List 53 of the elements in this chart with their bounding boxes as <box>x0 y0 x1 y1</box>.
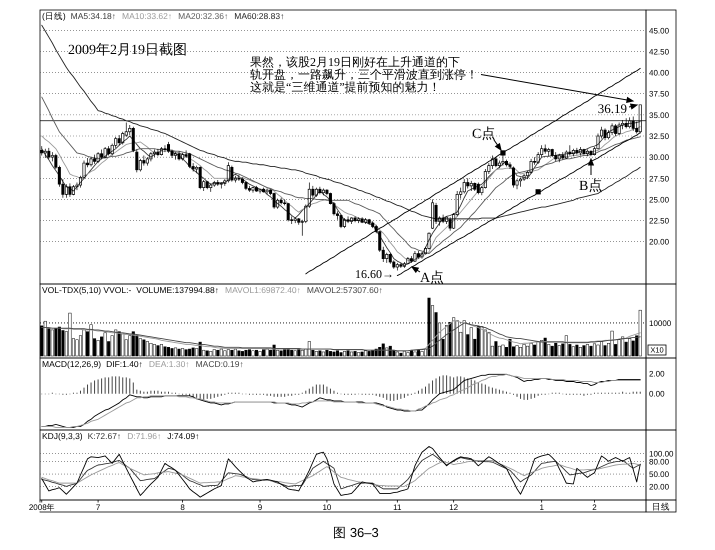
annotation: B点 <box>579 178 602 194</box>
y-tick-label: 30.00 <box>649 153 670 162</box>
text: K:72.67↑ <box>88 431 122 441</box>
y-tick-label: 80.00 <box>649 458 670 467</box>
text: MACD:0.19↑ <box>196 359 244 369</box>
text: MA60:28.83↑ <box>234 11 284 21</box>
text: MA20:32.36↑ <box>178 11 228 21</box>
annotation: 16.60→ <box>355 267 394 281</box>
annotation: 36.19 <box>598 101 627 116</box>
y-tick-label: 20.00 <box>649 238 670 247</box>
x-tick-label: 7 <box>96 503 101 512</box>
chart-title: KDJ(9,3,3) <box>42 431 83 441</box>
x-tick-label: 10 <box>322 503 332 512</box>
text: D:71.96↑ <box>127 431 162 441</box>
annotation: 2009年2月19日截图 <box>68 42 187 58</box>
text: MA10:33.62↑ <box>122 11 172 21</box>
y-tick-label: 0.00 <box>649 390 666 399</box>
y-tick-label: 20.00 <box>649 482 670 492</box>
x-tick-label: 11 <box>393 503 402 512</box>
y-tick-label: 22.50 <box>649 216 670 226</box>
text: VOLUME:137994.88↑ <box>136 285 219 295</box>
y-tick-label: 25.00 <box>649 195 670 204</box>
caption: 图 36–3 <box>333 525 379 540</box>
y-tick-label: 37.50 <box>649 90 670 99</box>
x-tick-label: 2 <box>592 503 598 512</box>
annotation: C点 <box>472 126 496 142</box>
chart-title: MACD(12,26,9) <box>42 359 102 369</box>
text: MA5:34.18↑ <box>70 11 116 21</box>
y-tick-label: 27.50 <box>649 174 670 184</box>
annotation: A点 <box>420 270 444 286</box>
y-tick-label: 35.00 <box>649 110 670 120</box>
y-tick-label: 45.00 <box>649 26 670 36</box>
y-tick-label: 50.00 <box>649 470 670 480</box>
text: DEA:1.30↑ <box>148 359 190 369</box>
text: MAVOL1:69872.40↑ <box>224 285 301 295</box>
y-tick-label: 32.50 <box>649 132 670 142</box>
x-tick-label: 1 <box>539 503 544 512</box>
y-tick-label: 2.00 <box>649 369 666 378</box>
chart-title: VOL-TDX(5,10) VVOL:- <box>42 285 132 295</box>
y-tick-label: 40.00 <box>649 68 670 78</box>
text: DIF:1.40↑ <box>106 359 143 369</box>
y-tick-label: 42.50 <box>649 47 670 56</box>
y-tick-label: 100.00 <box>649 449 674 458</box>
x-tick-label: 9 <box>258 503 263 512</box>
text: 10000 <box>649 319 672 328</box>
text: MAVOL2:57307.60↑ <box>306 285 383 295</box>
chart-title: (日线) <box>42 11 66 21</box>
x-tick-label: 12 <box>449 503 459 512</box>
text: 日线 <box>652 502 670 512</box>
x-tick-label: 8 <box>180 503 186 512</box>
annotation: 果然，该股2月19日刚好在上升通道的下轨开盘，一路飙升，三个平滑波直到涨停！这就是“三维通道”提前预知的魅力！ <box>250 55 478 94</box>
text: J:74.09↑ <box>167 431 200 441</box>
x-tick-label: 2008年 <box>28 503 55 512</box>
